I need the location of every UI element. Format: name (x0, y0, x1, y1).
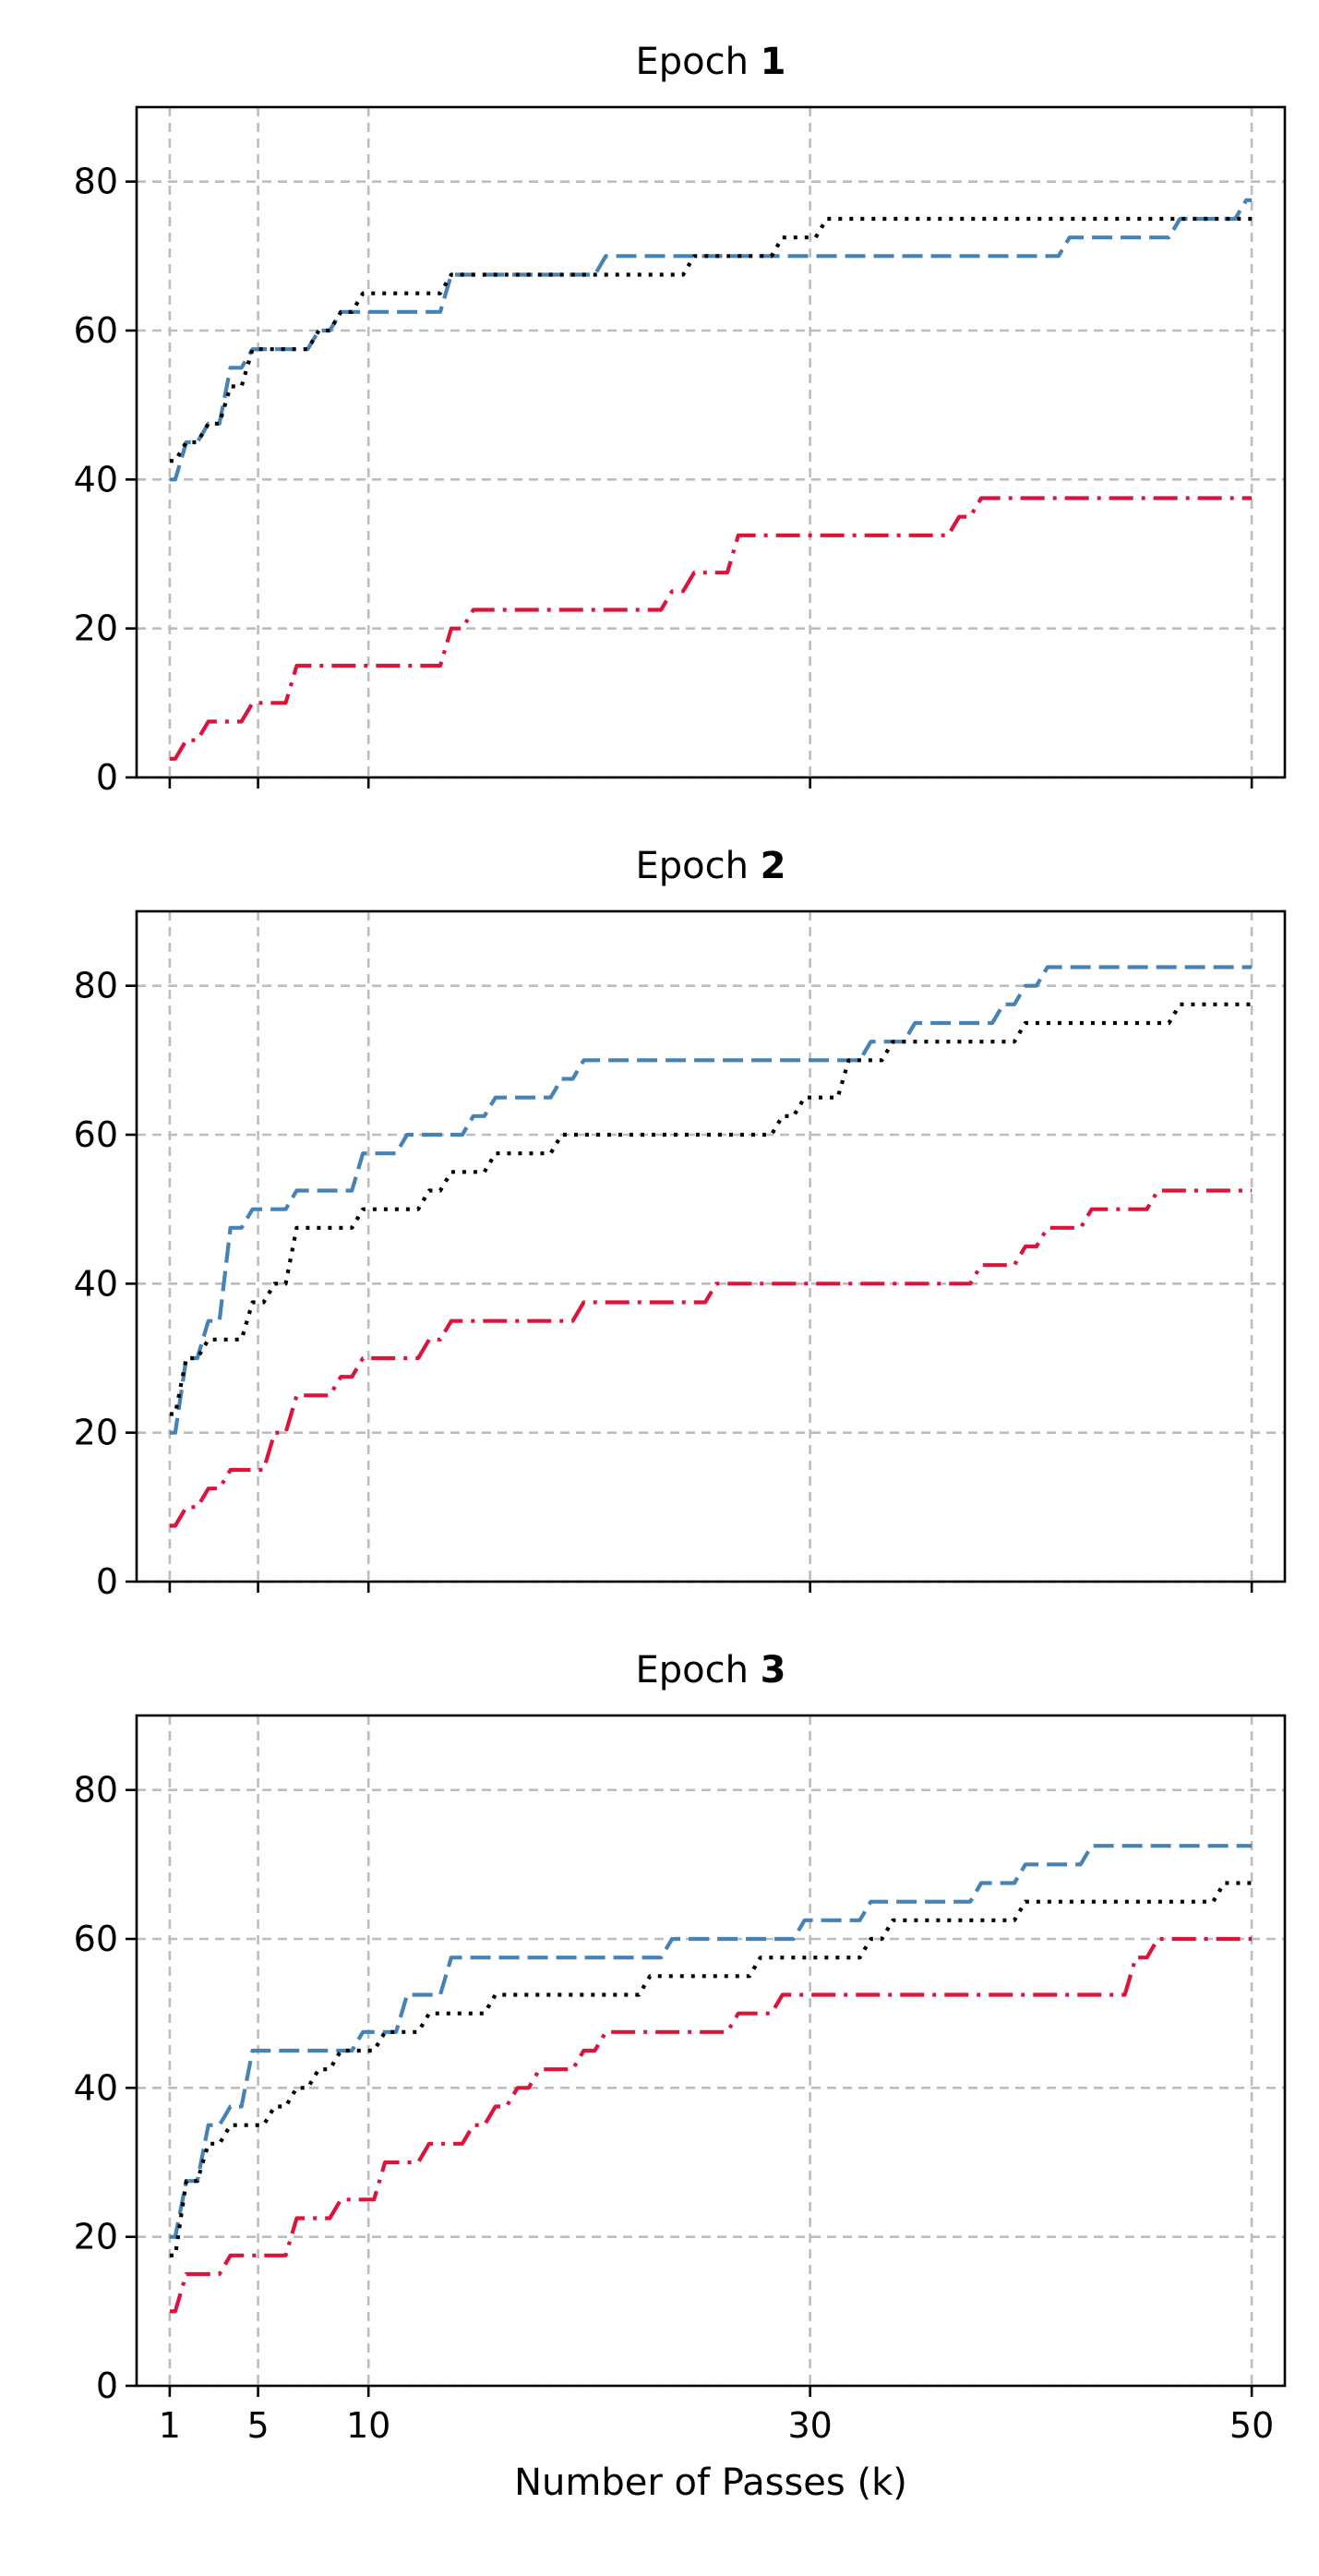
chart-title-number: 3 (761, 1649, 786, 1691)
chart-title-number: 2 (761, 845, 786, 887)
y-tick-label: 60 (74, 1114, 118, 1155)
chart-title: Epoch 1 (635, 41, 785, 83)
chart-title: Epoch 3 (635, 1649, 785, 1691)
x-tick-label: 50 (1229, 2405, 1274, 2446)
series-line-dashed (169, 1844, 1253, 2239)
axes-frame (135, 909, 1287, 1583)
chart-panel-1: 0 20 40 60 80 Epoch 1 (74, 41, 1287, 798)
y-tick-label: 80 (74, 162, 118, 202)
chart-panel-3: 0 20 40 60 80 1 5 10 30 50 Epoch 3 Number of Passes… (74, 1649, 1287, 2504)
series-line-dotted (169, 1881, 1253, 2257)
y-tick-label: 40 (74, 459, 118, 500)
x-tick-label: 10 (346, 2405, 390, 2446)
chart-title-text: Epoch (635, 845, 760, 887)
chart-panel-2: 0 20 40 60 80 Epoch 2 (74, 845, 1287, 1602)
axes-frame (135, 1714, 1287, 2388)
chart-title: Epoch 2 (635, 845, 785, 887)
y-tick-label: 0 (96, 2365, 118, 2406)
series-line-dashed (169, 965, 1253, 1435)
x-tick-label: 1 (159, 2405, 181, 2446)
y-tick-label: 60 (74, 1919, 118, 1959)
axes-frame (135, 105, 1287, 779)
y-tick-label: 80 (74, 966, 118, 1006)
y-tick-label: 40 (74, 2067, 118, 2108)
series-line-dotted (169, 1002, 1253, 1416)
y-tick-label: 20 (74, 2217, 118, 2257)
chart-title-text: Epoch (635, 41, 760, 83)
y-tick-label: 40 (74, 1263, 118, 1304)
y-tick-label: 0 (96, 1561, 118, 1602)
chart-title-text: Epoch (635, 1649, 760, 1691)
series-line-dashdot (169, 496, 1253, 761)
y-tick-label: 0 (96, 757, 118, 798)
x-tick-label: 5 (246, 2405, 269, 2446)
y-tick-label: 20 (74, 608, 118, 649)
y-tick-label: 80 (74, 1770, 118, 1811)
y-tick-label: 20 (74, 1413, 118, 1453)
series-line-dashdot (169, 1936, 1253, 2314)
chart-title-number: 1 (761, 41, 786, 83)
series-line-dashed (169, 198, 1253, 482)
x-axis-label: Number of Passes (k) (514, 2462, 907, 2504)
y-tick-label: 60 (74, 310, 118, 351)
x-tick-label: 30 (787, 2405, 832, 2446)
series-line-dashdot (169, 1188, 1253, 1528)
